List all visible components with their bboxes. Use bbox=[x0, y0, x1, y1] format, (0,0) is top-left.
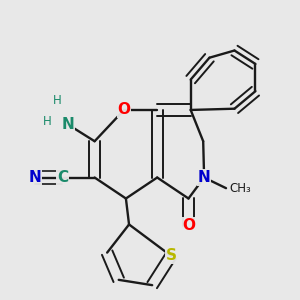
Text: H: H bbox=[53, 94, 62, 107]
Text: O: O bbox=[118, 103, 130, 118]
Text: CH₃: CH₃ bbox=[229, 182, 251, 195]
Text: N: N bbox=[29, 170, 42, 185]
Text: C: C bbox=[57, 170, 68, 185]
Text: H: H bbox=[42, 115, 51, 128]
Text: O: O bbox=[182, 218, 195, 233]
Text: S: S bbox=[166, 248, 176, 263]
Text: N: N bbox=[61, 117, 74, 132]
Text: N: N bbox=[198, 170, 211, 185]
